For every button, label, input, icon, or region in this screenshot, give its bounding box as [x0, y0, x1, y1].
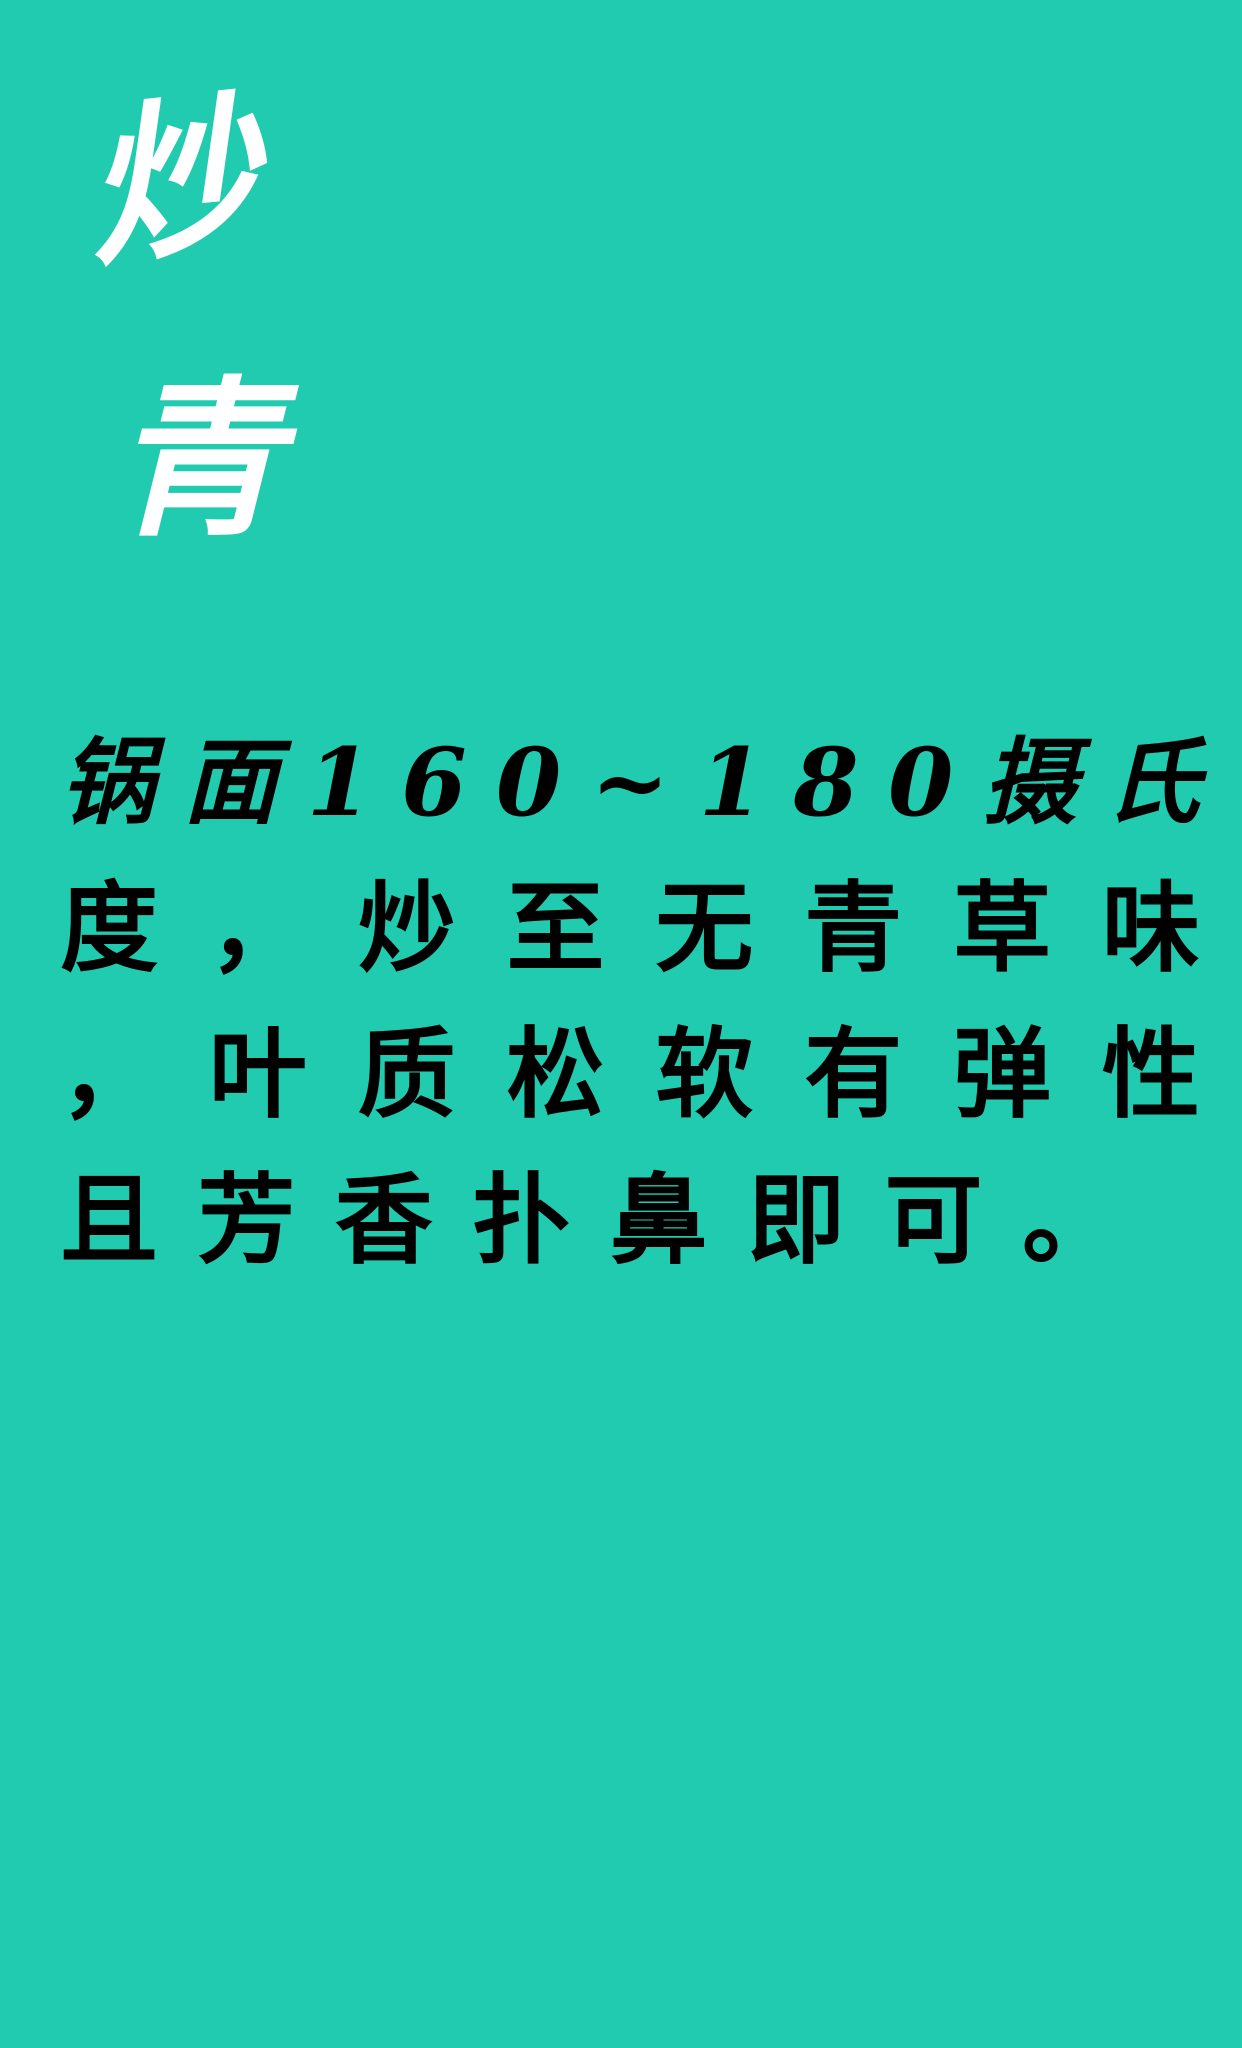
body-char: 炒: [357, 871, 456, 986]
body-char: 鼻: [609, 1163, 708, 1278]
body-char: 1: [306, 728, 372, 838]
body-char: 可: [884, 1163, 983, 1278]
title: 炒 青: [76, 74, 298, 560]
body-char: 至: [506, 871, 605, 986]
body-char: 有: [804, 1017, 903, 1132]
body-char: 摄: [982, 728, 1077, 838]
body-char: 0: [887, 728, 954, 838]
body-line-2: 度 ， 炒至无青草味: [60, 856, 1200, 1002]
body-char: 叶: [208, 1017, 307, 1132]
body-char: 且: [60, 1163, 159, 1278]
body-char: 味: [1101, 871, 1200, 986]
body-char: 8: [793, 728, 859, 838]
body-char: 6: [401, 728, 467, 838]
body-char: 青: [804, 871, 903, 986]
body-line-4: 且芳香扑鼻即可。: [60, 1148, 1120, 1294]
body-char: 。: [1021, 1163, 1120, 1278]
body-line-3: ， 叶质松软有弹性: [60, 1002, 1200, 1148]
body-char: 草: [953, 871, 1052, 986]
body-char: 软: [655, 1017, 754, 1132]
title-char-2: 青: [112, 360, 283, 560]
body-char: 度: [60, 871, 159, 986]
body-char: 0: [495, 728, 562, 838]
body-text: 锅面 1 6 0 ~1 8 0 摄氏 度，炒至无青草味 ，叶质松软有弹性 且芳香扑鼻即可。: [60, 710, 1200, 1294]
body-char: 芳: [197, 1163, 296, 1278]
body-char: 锅: [60, 728, 155, 838]
body-char: 扑: [472, 1163, 571, 1278]
body-char: ~: [590, 728, 670, 838]
body-line-1: 锅面 1 6 0 ~1 8 0 摄氏: [60, 710, 1200, 856]
body-char: 即: [747, 1163, 846, 1278]
body-char: 香: [334, 1163, 433, 1278]
body-char: 弹: [953, 1017, 1052, 1132]
body-char: 质: [357, 1017, 456, 1132]
body-char: 1: [698, 728, 765, 838]
body-char: 松: [506, 1017, 605, 1132]
body-char: 无: [655, 871, 754, 986]
body-char: ，: [60, 1017, 159, 1132]
body-char: 氏: [1105, 728, 1200, 838]
body-char: 性: [1101, 1017, 1200, 1132]
title-char-1: 炒: [76, 73, 267, 291]
body-char: ，: [208, 871, 307, 986]
body-char: 面: [183, 728, 278, 838]
